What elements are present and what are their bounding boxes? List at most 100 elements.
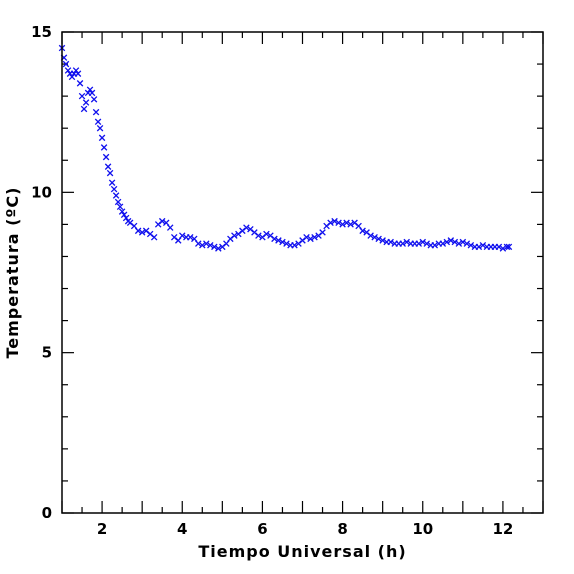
data-point [150, 233, 158, 241]
data-point [199, 241, 206, 249]
data-point [375, 235, 382, 243]
data-point [68, 73, 76, 81]
data-point [195, 240, 202, 247]
y-tick-label: 15 [31, 23, 52, 41]
data-point [158, 217, 166, 225]
data-point [231, 232, 238, 239]
data-point [207, 241, 214, 249]
data-point [475, 243, 483, 251]
data-point [94, 118, 102, 126]
data-point [178, 232, 186, 239]
data-point [108, 179, 116, 186]
data-point [423, 240, 431, 247]
data-point [327, 219, 334, 227]
data-point [211, 243, 218, 251]
data-point [439, 240, 447, 247]
data-points [58, 44, 513, 252]
data-point [275, 237, 282, 244]
y-tick-label: 10 [31, 183, 52, 201]
data-point [319, 229, 326, 236]
data-point [291, 241, 298, 249]
data-point [215, 245, 222, 252]
data-point [359, 227, 366, 235]
data-point [347, 221, 354, 228]
data-point [80, 105, 88, 113]
data-point [62, 60, 70, 68]
x-tick-label: 10 [412, 520, 433, 538]
data-point [343, 219, 350, 227]
data-point [505, 243, 513, 251]
data-point [243, 224, 250, 231]
data-point [431, 241, 439, 249]
axis-ticks [61, 31, 544, 514]
data-point [415, 240, 423, 247]
data-point [88, 89, 96, 97]
data-point [100, 144, 108, 151]
data-point [98, 134, 106, 142]
data-point [495, 243, 503, 251]
data-point [387, 238, 394, 246]
data-point [307, 235, 314, 243]
data-point [335, 219, 342, 227]
data-point [82, 99, 90, 106]
y-axis-title: Temperatura (ºC) [3, 187, 22, 359]
data-point [106, 169, 114, 177]
y-tick-label: 0 [42, 504, 52, 522]
data-point [367, 232, 374, 239]
x-tick-label: 8 [337, 520, 347, 538]
data-point [86, 86, 94, 93]
data-point [116, 203, 124, 211]
x-tick-label: 4 [177, 520, 187, 538]
data-point [187, 233, 194, 241]
plot-frame [61, 31, 544, 514]
data-point [455, 240, 463, 247]
data-point [283, 240, 290, 247]
data-point [96, 124, 104, 132]
x-axis-title: Tiempo Universal (h) [198, 542, 406, 561]
data-point [114, 198, 122, 206]
data-point [76, 80, 84, 87]
data-point [463, 240, 471, 247]
x-tick-label: 2 [97, 520, 107, 538]
data-point [102, 153, 110, 161]
data-point [479, 241, 487, 249]
data-point [118, 208, 126, 215]
data-point [64, 67, 72, 74]
data-point [279, 238, 286, 246]
data-point [451, 238, 459, 246]
data-point [134, 227, 142, 235]
data-point [447, 237, 455, 244]
data-point [166, 224, 174, 231]
data-point [92, 108, 100, 116]
data-point [403, 238, 410, 246]
tick-labels: 2 4 6 8 10 12 0 5 10 15 [31, 23, 513, 538]
data-point [331, 217, 338, 225]
data-point [399, 240, 406, 247]
data-point [467, 241, 475, 249]
data-point [503, 243, 511, 251]
data-point [499, 245, 507, 252]
data-point [203, 240, 210, 247]
data-point [379, 237, 386, 244]
data-point [303, 233, 310, 241]
data-point [112, 192, 120, 199]
data-point [120, 211, 128, 219]
data-point [104, 163, 112, 170]
data-point [78, 92, 86, 100]
data-point [74, 70, 82, 77]
data-point [339, 221, 346, 228]
data-point [459, 238, 467, 246]
data-point [311, 233, 318, 241]
data-point [72, 67, 80, 74]
data-point [271, 235, 278, 243]
data-point [110, 185, 118, 193]
data-point [419, 238, 427, 246]
data-point [255, 232, 262, 239]
data-point [443, 238, 451, 246]
data-point [263, 230, 270, 238]
y-tick-label: 5 [42, 344, 52, 362]
x-tick-label: 12 [492, 520, 513, 538]
data-point [371, 233, 378, 241]
data-point [138, 229, 146, 236]
